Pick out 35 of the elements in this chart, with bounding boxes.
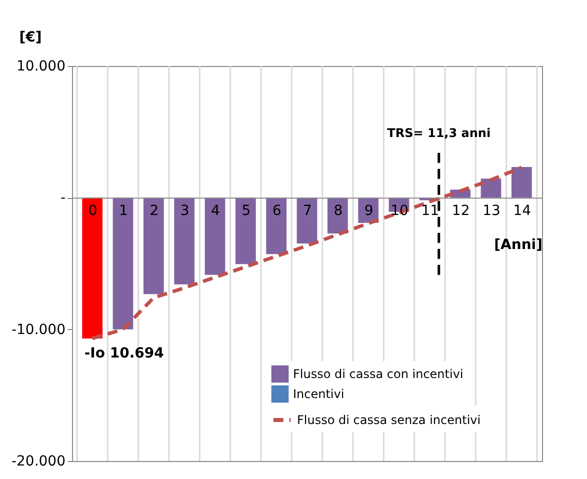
y-axis-title: [€]	[19, 30, 42, 46]
bar	[266, 198, 287, 254]
bar	[511, 166, 532, 198]
bar	[112, 198, 134, 330]
bar	[480, 178, 502, 198]
x-tick-label: 4	[211, 203, 220, 220]
x-tick-label: 3	[180, 203, 190, 220]
y-tick-label: -	[60, 190, 66, 206]
x-tick-label: 14	[513, 203, 532, 220]
bar	[143, 198, 164, 294]
bar	[204, 198, 226, 275]
x-tick-label: 11	[421, 203, 440, 220]
x-tick-label: 7	[303, 203, 312, 220]
annotation: -Io 10.694	[84, 345, 164, 362]
x-tick-label: 2	[150, 203, 159, 220]
x-tick-label: 1	[119, 203, 128, 220]
x-tick-label: 6	[272, 203, 282, 220]
ref-line-label: TRS= 11,3 anni	[387, 126, 491, 140]
bar	[235, 198, 256, 264]
x-tick-label: 8	[334, 203, 343, 220]
x-tick-label: 5	[242, 203, 251, 220]
x-tick-label: 9	[364, 203, 374, 220]
legend-label: Flusso di cassa con incentivi	[293, 367, 464, 381]
x-tick-label: 12	[452, 203, 470, 220]
y-tick-label: 10.000	[16, 58, 66, 74]
y-tick-label: -20.000	[11, 454, 66, 470]
legend-label: Incentivi	[293, 387, 344, 401]
legend-label: Flusso di cassa senza incentivi	[297, 413, 481, 427]
y-tick-label: -10.000	[11, 322, 66, 338]
x-tick-label: 13	[482, 203, 500, 220]
x-tick-label: 0	[88, 203, 98, 220]
x-axis-title: [Anni]	[494, 237, 542, 254]
bar	[174, 198, 195, 284]
bar	[82, 198, 103, 338]
bar	[296, 198, 318, 244]
